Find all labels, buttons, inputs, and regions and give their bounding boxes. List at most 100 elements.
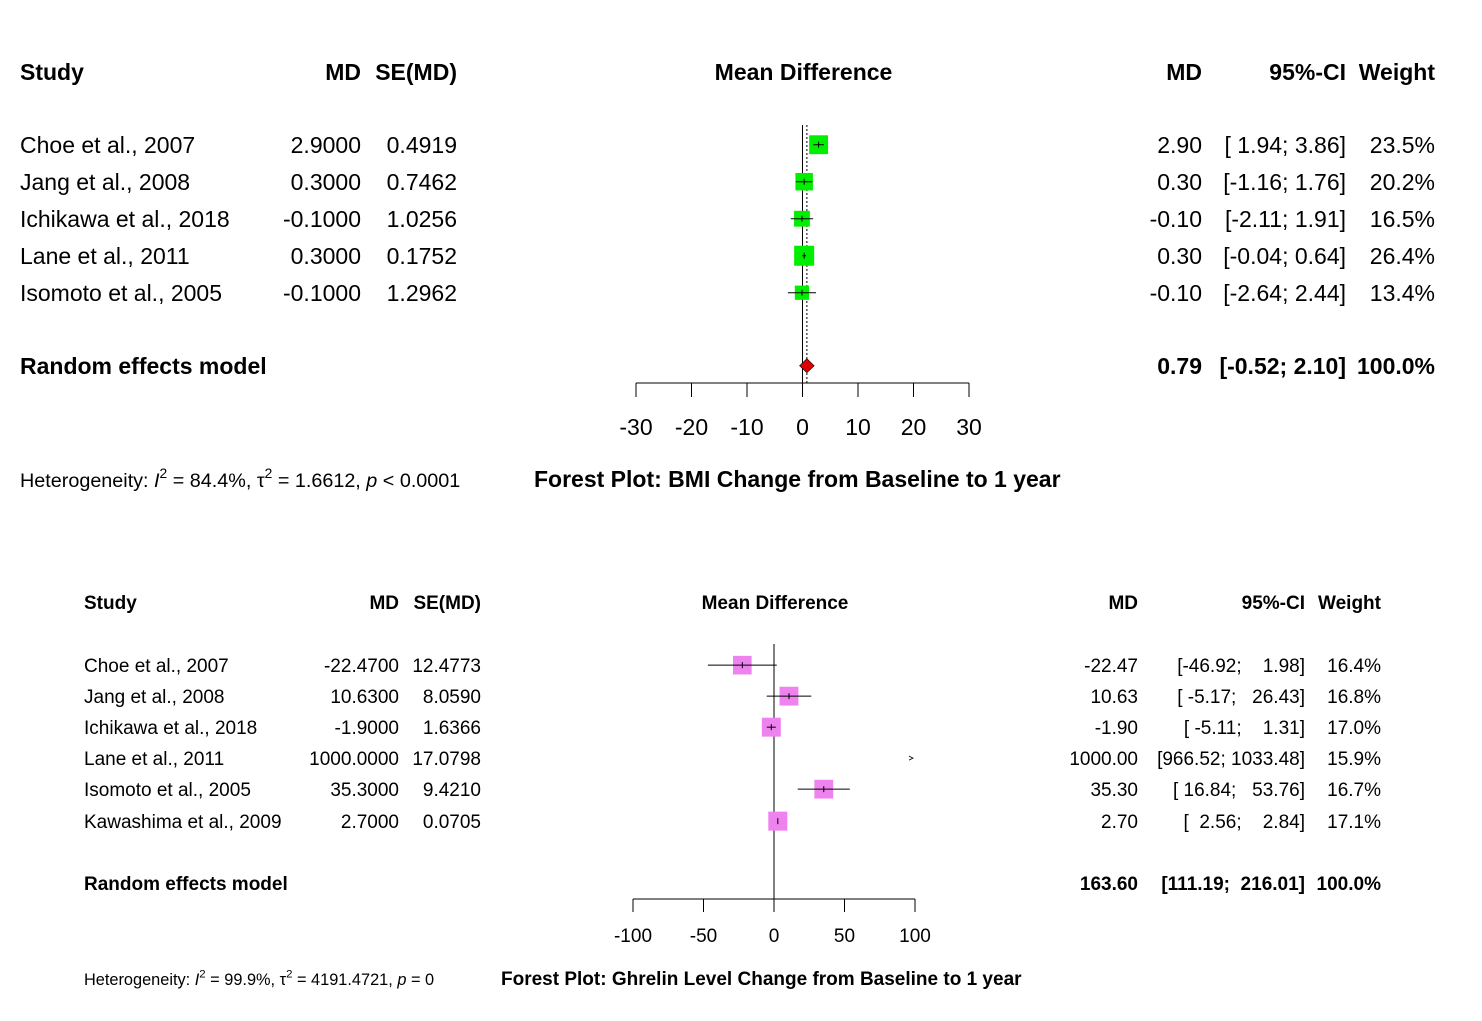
study-md: 0.3000	[291, 243, 361, 269]
study-weight: 16.8%	[1327, 687, 1381, 708]
study-md-right: 10.63	[1090, 687, 1138, 708]
study-ci: [-2.64; 2.44]	[1223, 280, 1346, 306]
study-md-right: 0.30	[1157, 169, 1202, 195]
x-axis-tick-label: -10	[730, 414, 763, 440]
study-md-right: -0.10	[1150, 280, 1202, 306]
study-row: Choe et al., 2007 2.9000 0.4919 2.90 [ 1.94;…	[20, 132, 1435, 158]
study-ci: [-46.92; 1.98]	[1177, 656, 1305, 677]
header-study: Study	[20, 59, 84, 85]
study-row: Isomoto et al., 2005 35.3000 9.4210 35.30 [ …	[84, 779, 1381, 801]
study-name: Isomoto et al., 2005	[84, 780, 251, 801]
study-row: Lane et al., 2011 0.3000 0.1752 0.30 [-0.04;…	[20, 243, 1435, 269]
pooled-diamond	[799, 358, 815, 374]
chart-title: Forest Plot: BMI Change from Baseline to…	[534, 466, 1061, 492]
out-of-range-arrow	[908, 755, 914, 761]
study-weight: 17.1%	[1327, 812, 1381, 833]
study-se: 17.0798	[412, 749, 481, 770]
tau-squared-value: = 4191.4721,	[292, 971, 397, 989]
study-name: Lane et al., 2011	[84, 749, 224, 770]
i-squared-value: = 84.4%,	[167, 470, 257, 492]
i-squared-value: = 99.9%,	[206, 971, 280, 989]
x-axis-tick-label: 20	[901, 414, 927, 440]
study-md: 2.9000	[291, 132, 361, 158]
header-md: MD	[325, 59, 361, 85]
study-md: 2.7000	[341, 812, 399, 833]
tau-symbol: τ	[280, 971, 287, 989]
study-weight: 16.5%	[1370, 206, 1435, 232]
study-md-right: -0.10	[1150, 206, 1202, 232]
header-weight: Weight	[1359, 59, 1436, 85]
study-name: Lane et al., 2011	[20, 243, 190, 269]
study-weight: 16.4%	[1327, 656, 1381, 677]
study-name: Isomoto et al., 2005	[20, 280, 222, 306]
study-ci: [ 1.94; 3.86]	[1225, 132, 1346, 158]
pooled-md: 163.60	[1080, 874, 1138, 895]
study-row: Lane et al., 2011 1000.0000 17.0798 1000.00…	[84, 749, 1381, 770]
study-name: Jang et al., 2008	[84, 687, 225, 708]
pooled-ci: [-0.52; 2.10]	[1219, 353, 1346, 379]
x-axis-tick-label: -50	[690, 926, 717, 947]
x-axis-tick-label: 30	[956, 414, 982, 440]
study-row: Kawashima et al., 2009 2.7000 0.0705 2.70 [ …	[84, 811, 1381, 833]
header-se: SE(MD)	[375, 59, 457, 85]
header-md-right: MD	[1166, 59, 1202, 85]
header-weight: Weight	[1318, 593, 1382, 614]
x-axis-tick-label: 100	[899, 926, 931, 947]
study-se: 9.4210	[423, 780, 481, 801]
study-row: Choe et al., 2007 -22.4700 12.4773 -22.47 [-…	[84, 655, 1381, 677]
tau-symbol: τ	[257, 470, 265, 492]
header-study: Study	[84, 593, 137, 614]
header-mean-difference: Mean Difference	[715, 59, 893, 85]
study-md-right: 0.30	[1157, 243, 1202, 269]
x-axis-tick-label: -100	[614, 926, 652, 947]
study-weight: 20.2%	[1370, 169, 1435, 195]
study-ci: [-2.11; 1.91]	[1225, 206, 1346, 232]
x-axis-tick-label: 50	[834, 926, 855, 947]
pooled-row: Random effects model 0.79 [-0.52; 2.10] 100…	[20, 353, 1435, 379]
study-se: 1.2962	[387, 280, 457, 306]
study-md: -22.4700	[324, 656, 399, 677]
study-se: 1.6366	[423, 718, 481, 739]
study-md-right: 35.30	[1090, 780, 1138, 801]
study-name: Kawashima et al., 2009	[84, 812, 282, 833]
tau-squared-value: = 1.6612,	[272, 470, 366, 492]
study-md-right: -1.90	[1095, 718, 1138, 739]
p-symbol: p	[396, 971, 406, 989]
study-weight: 26.4%	[1370, 243, 1435, 269]
header-se: SE(MD)	[413, 593, 481, 614]
pooled-ci: [111.19; 216.01]	[1161, 874, 1305, 895]
study-md: 0.3000	[291, 169, 361, 195]
forest-plot-2: Study MD SE(MD) Mean Difference MD 95%-CI Weig…	[84, 593, 1382, 990]
study-row: Ichikawa et al., 2018 -0.1000 1.0256 -0.10 […	[20, 206, 1435, 232]
study-md-right: 1000.00	[1069, 749, 1138, 770]
study-md: -0.1000	[283, 280, 361, 306]
study-row: Ichikawa et al., 2018 -1.9000 1.6366 -1.90 […	[84, 717, 1381, 739]
study-name: Ichikawa et al., 2018	[20, 206, 230, 232]
header-ci: 95%-CI	[1269, 59, 1346, 85]
p-value: = 0	[406, 971, 434, 989]
study-name: Choe et al., 2007	[84, 656, 229, 677]
header-ci: 95%-CI	[1242, 593, 1305, 614]
study-se: 0.4919	[387, 132, 457, 158]
study-ci: [ -5.17; 26.43]	[1177, 687, 1305, 708]
pooled-label: Random effects model	[84, 874, 288, 895]
heterogeneity-text: Heterogeneity: I2 = 99.9%, τ2 = 4191.472…	[84, 969, 434, 989]
pooled-weight: 100.0%	[1357, 353, 1435, 379]
study-name: Jang et al., 2008	[20, 169, 190, 195]
heterogeneity-prefix: Heterogeneity:	[84, 971, 195, 989]
study-md-right: -22.47	[1084, 656, 1138, 677]
x-axis-tick-label: 0	[796, 414, 809, 440]
header-mean-difference: Mean Difference	[702, 593, 849, 614]
pooled-row: Random effects model 163.60 [111.19; 216.0…	[84, 874, 1381, 895]
chart-title: Forest Plot: Ghrelin Level Change from B…	[501, 969, 1022, 990]
superscript: 2	[160, 465, 168, 481]
study-md: -1.9000	[335, 718, 399, 739]
heterogeneity-text: Heterogeneity: I2 = 84.4%, τ2 = 1.6612, …	[20, 465, 460, 492]
superscript: 2	[286, 969, 292, 981]
p-value: < 0.0001	[377, 470, 460, 492]
study-row: Jang et al., 2008 0.3000 0.7462 0.30 [-1.16;…	[20, 169, 1435, 195]
x-axis-tick-label: -20	[675, 414, 708, 440]
study-se: 0.7462	[387, 169, 457, 195]
study-ci: [ -5.11; 1.31]	[1184, 718, 1305, 739]
study-weight: 13.4%	[1370, 280, 1435, 306]
